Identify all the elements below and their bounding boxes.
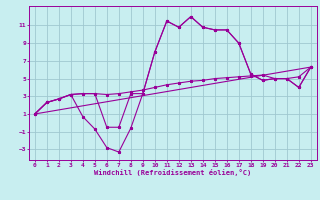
X-axis label: Windchill (Refroidissement éolien,°C): Windchill (Refroidissement éolien,°C) (94, 169, 252, 176)
